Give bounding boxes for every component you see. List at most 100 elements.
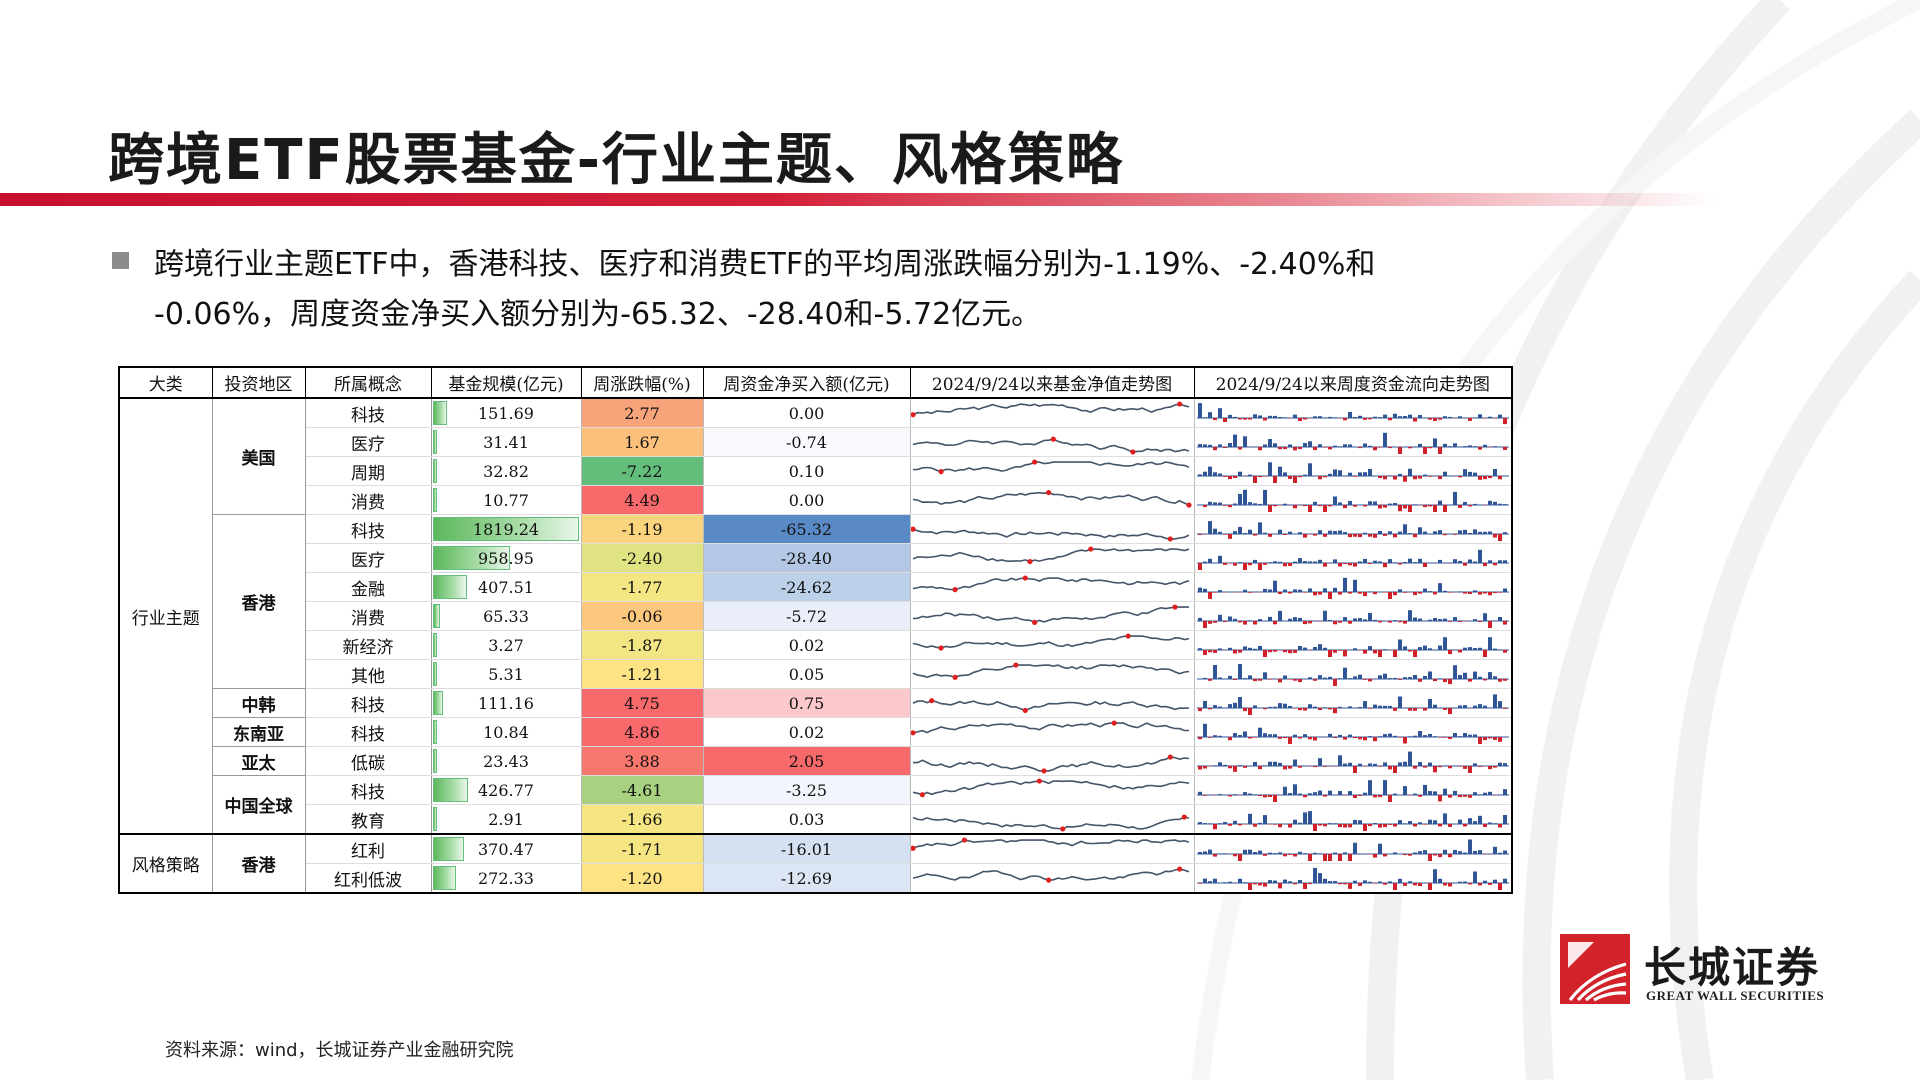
flow-bar <box>1447 765 1452 768</box>
flow-bar <box>1387 677 1392 679</box>
weekly-flow-cell: 0.02 <box>703 630 911 660</box>
nav-sparkline <box>912 545 1189 564</box>
flow-bar <box>1227 647 1232 650</box>
flow-bar <box>1367 468 1372 476</box>
flow-bar <box>1427 790 1432 795</box>
flow-bar <box>1337 562 1342 566</box>
flow-bar <box>1212 764 1217 766</box>
table-row: 其他 5.31 -1.21 0.05 <box>119 659 1513 689</box>
nav-extreme-point <box>1022 707 1028 713</box>
flow-bar <box>1222 504 1227 506</box>
region-cell: 美国 <box>212 398 306 515</box>
flow-bar <box>1197 647 1202 650</box>
flow-bar <box>1482 649 1487 657</box>
flow-bar <box>1277 610 1282 621</box>
flow-bar <box>1317 674 1322 679</box>
nav-extreme-point <box>1050 436 1056 442</box>
flow-bar <box>1472 820 1477 824</box>
flow-bar <box>1207 558 1212 563</box>
flow-bar <box>1227 504 1232 507</box>
flow-sparkline-cell <box>1194 398 1513 428</box>
flow-bar <box>1237 446 1242 449</box>
flow-bar <box>1462 647 1467 650</box>
flow-bar <box>1407 504 1412 512</box>
flow-bar <box>1307 504 1312 512</box>
flow-sparkline <box>1196 549 1509 570</box>
flow-bar <box>1422 562 1427 567</box>
fund-size-bar <box>432 807 437 831</box>
flow-bar <box>1197 443 1202 447</box>
flow-bar <box>1337 734 1342 737</box>
flow-bar <box>1197 587 1202 592</box>
flow-bar <box>1342 417 1347 420</box>
flow-bar <box>1337 706 1342 708</box>
flow-bar <box>1322 587 1327 592</box>
flow-bar <box>1382 779 1387 795</box>
flow-bar <box>1232 702 1237 708</box>
flow-bar <box>1472 734 1477 737</box>
flow-bar <box>1297 879 1302 883</box>
flow-bar <box>1467 678 1472 682</box>
flow-sparkline <box>1196 839 1509 861</box>
flow-bar <box>1402 523 1407 534</box>
flow-bar <box>1227 533 1232 539</box>
flow-bar <box>1432 704 1437 708</box>
table-row: 香港 科技 1819.24 -1.19 -65.32 <box>119 514 1513 689</box>
flow-bar <box>1312 415 1317 418</box>
flow-bar <box>1282 471 1287 476</box>
flow-bar <box>1407 609 1412 621</box>
flow-bar <box>1277 762 1282 766</box>
nav-sparkline-cell <box>910 833 1195 864</box>
flow-bar <box>1357 591 1362 594</box>
flow-bar <box>1377 823 1382 828</box>
flow-bar <box>1262 532 1267 534</box>
flow-bar <box>1492 591 1497 593</box>
flow-bar <box>1257 618 1262 621</box>
flow-bar <box>1352 880 1357 883</box>
fund-size-cell: 407.51 <box>431 572 582 602</box>
flow-bar <box>1212 501 1217 505</box>
fund-size-cell: 2.91 <box>431 804 582 835</box>
flow-bar <box>1457 674 1462 679</box>
flow-bar <box>1237 417 1242 419</box>
flow-bar <box>1457 649 1462 652</box>
source-note: 资料来源：wind，长城证券产业金融研究院 <box>165 1040 514 1061</box>
flow-bar <box>1377 674 1382 679</box>
flow-bar <box>1247 707 1252 715</box>
flow-bar <box>1482 823 1487 827</box>
flow-bar <box>1222 881 1227 883</box>
flow-bar <box>1367 445 1372 447</box>
nav-extreme-point <box>937 644 944 651</box>
weekly-change-cell: -4.61 <box>581 775 704 805</box>
flow-bar <box>1347 620 1352 624</box>
flow-bar <box>1457 850 1462 854</box>
flow-bar <box>1272 560 1277 563</box>
flow-bar <box>1327 790 1332 795</box>
flow-bar <box>1422 849 1427 854</box>
fund-size-cell: 1819.24 <box>431 514 582 544</box>
flow-bar <box>1402 645 1407 650</box>
flow-sparkline-cell <box>1194 456 1513 486</box>
fund-size-cell: 10.84 <box>431 717 582 747</box>
nav-extreme-point <box>1059 825 1065 832</box>
flow-bar <box>1442 882 1447 885</box>
flow-bar <box>1342 649 1347 656</box>
nav-sparkline <box>912 777 1189 797</box>
flow-bar <box>1437 500 1442 505</box>
nav-extreme-point <box>1129 448 1135 455</box>
flow-bar <box>1407 414 1412 418</box>
flow-bar <box>1227 881 1232 883</box>
flow-bar <box>1222 446 1227 448</box>
flow-bar <box>1437 794 1442 801</box>
flow-sparkline <box>1196 693 1509 715</box>
region-cell: 香港 <box>212 514 306 689</box>
weekly-change-cell: -1.21 <box>581 659 704 689</box>
flow-bar <box>1457 504 1462 508</box>
flow-bar <box>1287 678 1292 680</box>
flow-bar <box>1362 591 1367 596</box>
flow-bar <box>1497 678 1502 682</box>
flow-bar <box>1492 468 1497 476</box>
flow-bar <box>1297 678 1302 682</box>
nav-sparkline <box>912 865 1189 883</box>
flow-bar <box>1197 882 1202 884</box>
